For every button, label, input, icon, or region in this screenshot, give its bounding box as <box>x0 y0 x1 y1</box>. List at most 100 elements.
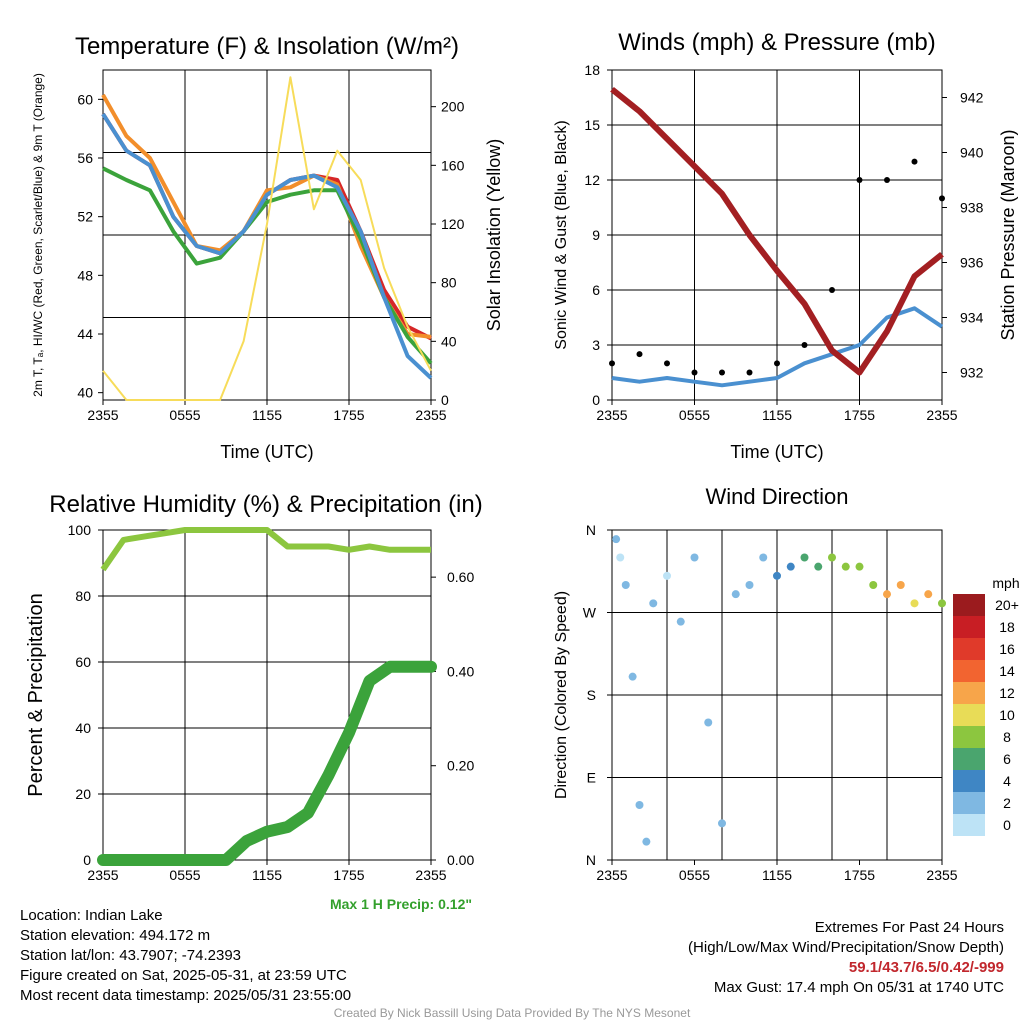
rh-y2-tick-label: 0.40 <box>447 663 474 679</box>
dir-x-tick-label: 2355 <box>596 867 627 883</box>
legend-swatch <box>953 638 985 660</box>
dir-scatter-point <box>814 562 823 571</box>
rh-y-tick-label: 100 <box>68 522 92 538</box>
wind-series-sonic-wind <box>611 306 944 388</box>
legend-label: 12 <box>999 685 1015 701</box>
temp-y2-tick-label: 160 <box>441 157 465 173</box>
wind-gust-point <box>856 177 863 183</box>
wind-y2-tick-label: 942 <box>960 90 984 106</box>
wind-gust-point <box>884 177 890 183</box>
legend-label: 16 <box>999 641 1015 657</box>
extremes-values: 59.1/43.7/6.5/0.42/-999 <box>848 959 1004 976</box>
wind-gust-point <box>746 369 753 376</box>
wind-x-tick-label: 1755 <box>844 407 875 423</box>
dir-title: Wind Direction <box>705 484 848 509</box>
wind-gust-point <box>691 369 698 376</box>
wind-y-tick-label: 6 <box>592 282 600 298</box>
wind-y-tick-label: 12 <box>584 172 600 188</box>
dir-scatter-point <box>731 590 740 599</box>
rh-x-tick-label: 2355 <box>87 867 118 883</box>
dir-scatter-point <box>704 718 713 727</box>
max-precip-label: Max 1 H Precip: 0.12" <box>329 896 472 912</box>
temp-x-tick-label: 2355 <box>87 407 118 423</box>
dir-scatter-point <box>635 801 644 809</box>
station-info: Location: Indian Lake Station elevation:… <box>20 906 351 1006</box>
wind-gust-point <box>829 287 835 293</box>
temp-y2-tick-label: 80 <box>441 275 457 291</box>
dir-scatter-point <box>628 672 637 681</box>
temp-y-tick-label: 48 <box>77 267 93 283</box>
wind-ylabel: Sonic Wind & Gust (Blue, Black) <box>553 120 570 349</box>
dir-y-tick-label: N <box>586 852 596 868</box>
wind-xlabel: Time (UTC) <box>730 442 823 462</box>
extremes-subheading: (High/Low/Max Wind/Precipitation/Snow De… <box>688 939 1004 956</box>
legend-swatch <box>953 616 985 638</box>
temp-x-tick-label: 0555 <box>169 407 200 423</box>
legend-swatch <box>953 660 985 682</box>
rh-y-tick-label: 0 <box>83 852 91 868</box>
wind-gust-point <box>664 360 670 367</box>
legend-swatch <box>953 792 985 814</box>
temp-y-tick-label: 56 <box>77 150 93 166</box>
wind-gust-point <box>801 342 808 348</box>
wind-x-tick-label: 0555 <box>679 407 710 423</box>
wind-x-tick-label: 2355 <box>596 407 627 423</box>
dir-scatter-point <box>896 581 905 589</box>
dir-scatter-point <box>910 599 919 608</box>
wind-x-tick-label: 1155 <box>762 407 792 423</box>
dir-scatter-point <box>938 599 946 608</box>
rh-series-precipitation <box>97 660 437 866</box>
legend-label: 0 <box>1003 817 1011 833</box>
temp-y2-tick-label: 200 <box>441 99 465 115</box>
temp-x-tick-label: 1155 <box>252 407 282 423</box>
legend-swatch <box>953 594 985 616</box>
dir-x-tick-label: 0555 <box>679 867 710 883</box>
wind-y-tick-label: 0 <box>592 392 600 408</box>
dir-scatter-point <box>800 553 809 562</box>
dir-scatter-point <box>841 562 850 571</box>
legend-swatch <box>953 770 985 792</box>
wind-gust-point <box>609 360 615 367</box>
wind-gust-point <box>939 195 945 202</box>
wind-title: Winds (mph) & Pressure (mb) <box>618 29 935 56</box>
dir-scatter-point <box>869 581 878 589</box>
legend-swatch <box>953 814 985 836</box>
rh-y-tick-label: 80 <box>75 588 91 604</box>
wind-y2-tick-label: 940 <box>960 145 984 161</box>
dir-scatter-point <box>616 553 625 562</box>
extremes-info: Extremes For Past 24 Hours (High/Low/Max… <box>688 918 1004 998</box>
wind-y-tick-label: 18 <box>584 62 600 78</box>
dir-x-tick-label: 1155 <box>762 867 792 883</box>
dir-scatter-point <box>828 553 836 562</box>
temp-y-tick-label: 44 <box>77 326 93 342</box>
dir-y-tick-label: E <box>587 770 596 786</box>
rh-y-tick-label: 40 <box>75 720 91 736</box>
legend-unit: mph <box>992 575 1019 591</box>
rh-y-tick-label: 60 <box>75 654 91 670</box>
wind-gust-point <box>911 158 918 165</box>
wind-x-tick-label: 2355 <box>926 407 957 423</box>
legend-swatch <box>953 748 985 770</box>
dir-scatter-point <box>745 581 754 589</box>
dir-scatter-point <box>649 599 658 608</box>
rh-y2-tick-label: 0.60 <box>447 569 474 585</box>
legend-label: 20+ <box>995 597 1019 613</box>
legend-swatch <box>953 704 985 726</box>
temp-y2-tick-label: 120 <box>441 216 465 232</box>
dir-scatter-point <box>612 535 621 544</box>
temp-y-tick-label: 52 <box>77 209 93 225</box>
wind-y2-tick-label: 936 <box>960 255 984 271</box>
dir-x-tick-label: 1755 <box>844 867 875 883</box>
station-location: Location: Indian Lake <box>20 907 163 924</box>
legend-label: 14 <box>999 663 1015 679</box>
temp-y2-tick-label: 0 <box>441 392 449 408</box>
legend-label: 2 <box>1003 795 1011 811</box>
dir-scatter-point <box>663 571 671 580</box>
station-elevation: Station elevation: 494.172 m <box>20 927 211 944</box>
dir-y-tick-label: S <box>587 687 596 703</box>
wind-gust-point <box>719 369 725 376</box>
legend-swatch <box>953 682 985 704</box>
wind-gust-point <box>774 360 780 367</box>
temp-y-tick-label: 60 <box>77 91 93 107</box>
